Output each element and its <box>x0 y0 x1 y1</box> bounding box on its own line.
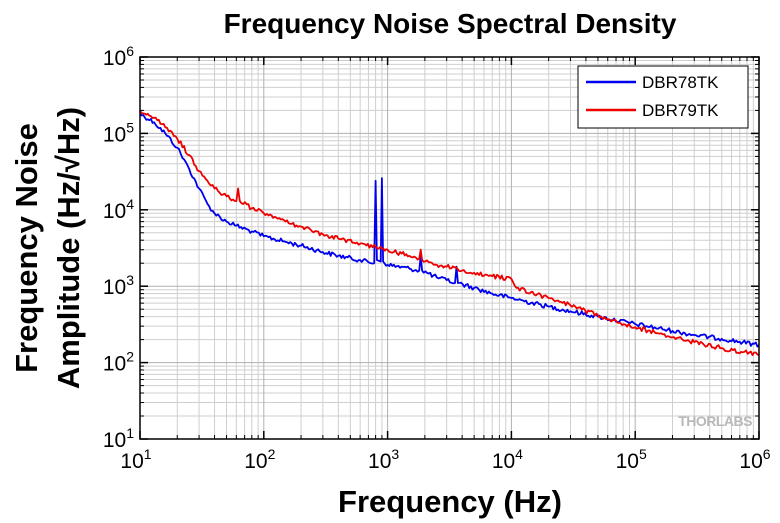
series-line-dbr78tk <box>139 113 760 348</box>
x-tick-label: 104 <box>492 446 523 473</box>
y-axis-title-line2: Amplitude (Hz/√Hz) <box>51 107 86 389</box>
series-layer <box>139 109 760 357</box>
y-tick-label: 101 <box>103 425 134 452</box>
y-tick-labels: 101 102 103 104 105 106 <box>103 43 134 452</box>
y-tick-label: 103 <box>103 272 134 299</box>
y-tick-label: 104 <box>103 196 134 223</box>
minor-gridlines <box>140 57 759 439</box>
legend: DBR78TK DBR79TK <box>577 65 749 129</box>
thorlabs-watermark: THORLABS <box>678 413 752 429</box>
y-tick-label: 106 <box>103 43 134 70</box>
x-tick-label: 106 <box>739 446 770 473</box>
x-tick-label: 101 <box>120 446 151 473</box>
x-tick-label: 105 <box>616 446 647 473</box>
chart-title: Frequency Noise Spectral Density <box>224 8 677 39</box>
y-tick-label: 105 <box>103 119 134 146</box>
x-axis-title: Frequency (Hz) <box>338 484 562 519</box>
legend-label-dbr78tk: DBR78TK <box>642 73 719 92</box>
x-tick-labels: 101 102 103 104 105 106 <box>120 446 770 473</box>
plot-frame <box>139 56 760 440</box>
x-tick-label: 103 <box>368 446 399 473</box>
series-line-dbr79tk <box>139 109 760 357</box>
y-tick-label: 102 <box>103 349 134 376</box>
legend-label-dbr79tk: DBR79TK <box>642 101 719 120</box>
x-tick-label: 102 <box>244 446 275 473</box>
legend-box <box>577 65 749 129</box>
y-axis-title-line1: Frequency Noise <box>9 123 44 373</box>
axis-ticks <box>139 56 760 440</box>
